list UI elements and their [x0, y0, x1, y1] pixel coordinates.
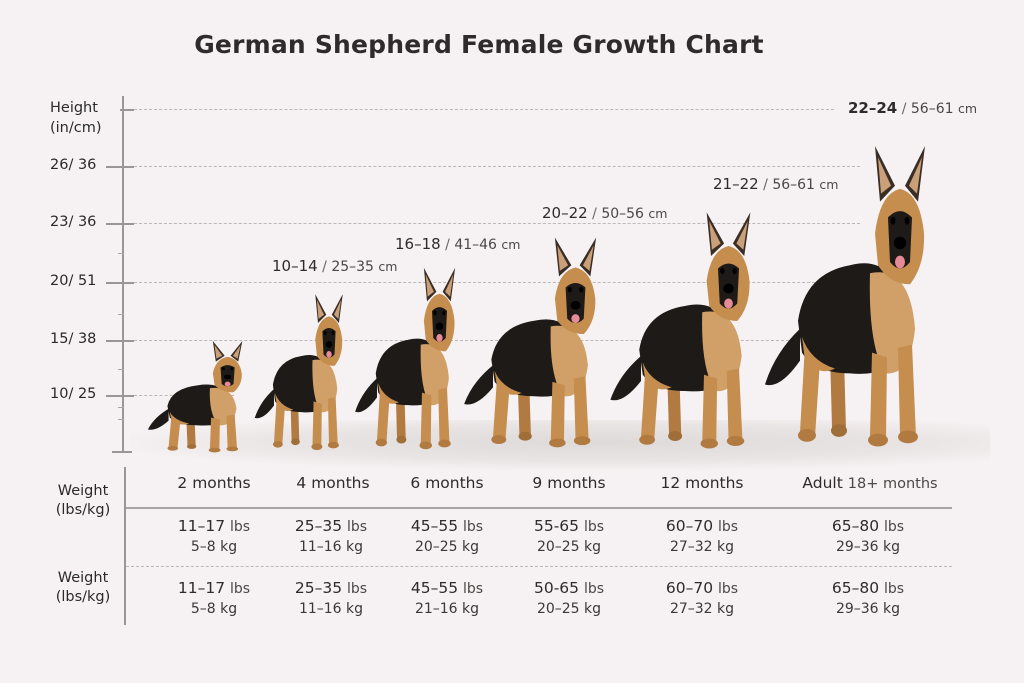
col-header-4-months: 4 months: [296, 474, 370, 492]
y-minor-tick: [118, 253, 124, 254]
row2-cell-2-months: 11–17 lbs 5–8 kg: [177, 579, 251, 617]
col-header-9-months: 9 months: [532, 474, 606, 492]
y-tick-top: [120, 109, 134, 111]
y-tick-label: 15/ 38: [50, 331, 97, 347]
y-axis-line: [122, 96, 124, 452]
row1-cell-9-months: 55-65 lbs 20–25 kg: [533, 517, 605, 555]
y-tick-label: 10/ 25: [50, 386, 97, 402]
dog-photo-12-months: [606, 206, 781, 456]
gridline-top: [134, 109, 834, 110]
y-minor-tick: [118, 407, 124, 408]
row2-cell-9-months: 50-65 lbs 20–25 kg: [533, 579, 605, 617]
table-divider: [124, 467, 126, 625]
height-label-9-months: 20–22 / 50–56 cm: [542, 204, 668, 222]
row2-cell-4-months: 25–35 lbs 11–16 kg: [294, 579, 368, 617]
col-header-6-months: 6 months: [410, 474, 484, 492]
y-minor-tick: [118, 419, 124, 420]
y-axis-baseline: [112, 451, 132, 453]
row-divider: [126, 566, 952, 567]
dog-icon: [352, 263, 477, 455]
dog-photo-adult: [760, 138, 960, 456]
dog-photo-9-months: [460, 232, 625, 454]
row1-cell-2-months: 11–17 lbs 5–8 kg: [177, 517, 251, 555]
row2-cell-6-months: 45–55 lbs 21–16 kg: [410, 579, 484, 617]
y-tick-label: 26/ 36: [50, 157, 97, 173]
y-axis-title-line1: Height: [50, 100, 98, 116]
y-tick: [106, 395, 134, 397]
y-tick: [106, 223, 134, 225]
dog-photo-2-months: [145, 338, 263, 456]
row-label-weight-1: Weight (lbs/kg): [55, 483, 111, 518]
col-header-adult: Adult 18+ months: [802, 474, 938, 492]
col-header-12-months: 12 months: [660, 474, 744, 492]
y-minor-tick: [118, 314, 124, 315]
gridline: [134, 282, 860, 283]
col-header-2-months: 2 months: [177, 474, 251, 492]
dog-icon: [145, 338, 263, 456]
height-label-4-months: 10–14 / 25–35 cm: [272, 257, 398, 275]
y-minor-tick: [118, 369, 124, 370]
y-tick: [106, 166, 134, 168]
row1-cell-12-months: 60–70 lbs 27–32 kg: [665, 517, 739, 555]
y-tick-label: 20/ 51: [50, 273, 97, 289]
dog-icon: [252, 290, 362, 455]
row1-cell-4-months: 25–35 lbs 11–16 kg: [294, 517, 368, 555]
y-axis-title: Height (in/cm): [50, 98, 102, 138]
gridline: [134, 340, 814, 341]
dog-icon: [606, 206, 781, 456]
height-label-6-months: 16–18 / 41–46 cm: [395, 235, 521, 253]
row2-cell-adult: 65–80 lbs 29–36 kg: [831, 579, 905, 617]
height-label-adult: 22–24 / 56–61 cm: [848, 99, 978, 117]
gridline: [134, 166, 860, 167]
gridline: [134, 223, 860, 224]
dog-photo-6-months: [352, 263, 477, 455]
dog-icon: [460, 232, 625, 454]
row1-cell-6-months: 45–55 lbs 20–25 kg: [410, 517, 484, 555]
y-tick-label: 23/ 36: [50, 214, 97, 230]
row2-cell-12-months: 60–70 lbs 27–32 kg: [665, 579, 739, 617]
header-divider: [126, 507, 952, 509]
height-label-12-months: 21–22 / 56–61 cm: [713, 175, 839, 193]
y-axis-title-line2: (in/cm): [50, 120, 102, 136]
chart-title: German Shepherd Female Growth Chart: [194, 30, 764, 59]
y-tick: [106, 340, 134, 342]
row-label-weight-2: Weight (lbs/kg): [55, 570, 111, 605]
y-tick: [106, 282, 134, 284]
row1-cell-adult: 65–80 lbs 29–36 kg: [831, 517, 905, 555]
dog-icon: [760, 138, 960, 456]
